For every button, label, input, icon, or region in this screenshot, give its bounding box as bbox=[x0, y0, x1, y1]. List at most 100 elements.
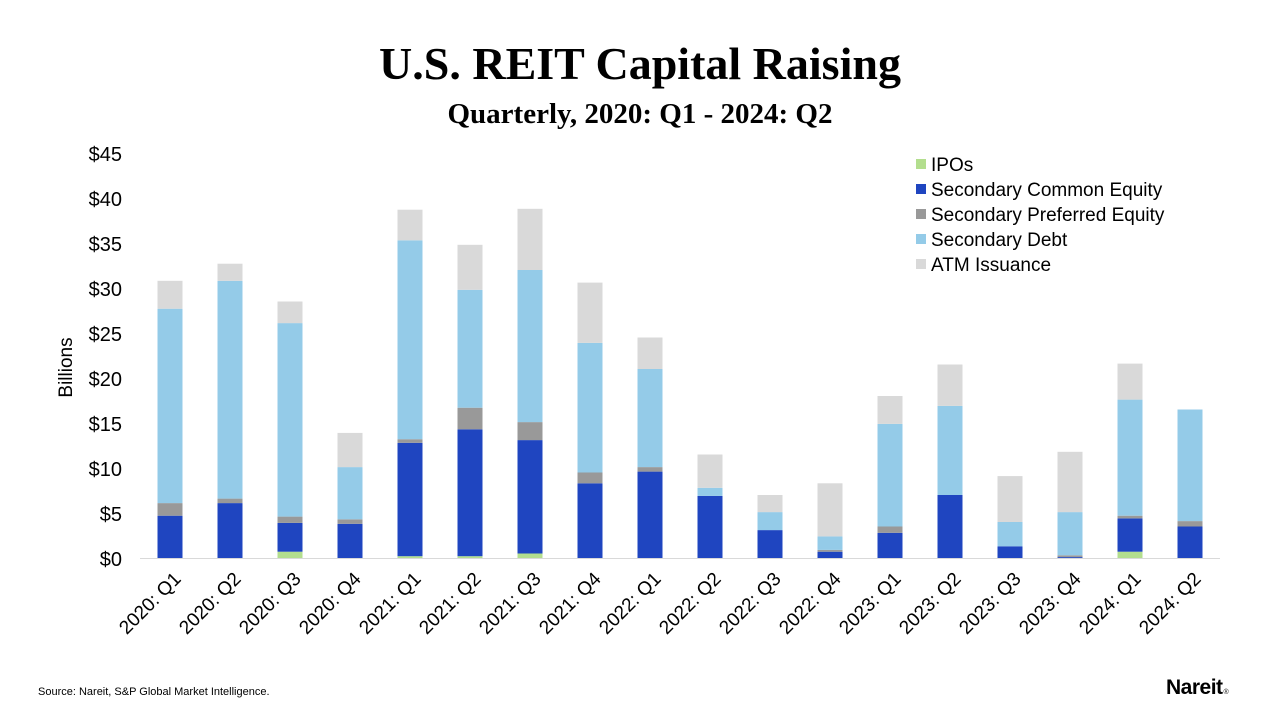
bar-atm-issuance bbox=[697, 454, 723, 488]
bar-ipos bbox=[1117, 551, 1143, 558]
bar-atm-issuance bbox=[1057, 451, 1083, 513]
legend-label: Secondary Debt bbox=[931, 230, 1068, 251]
bar-secondary-debt bbox=[217, 280, 243, 499]
bar-secondary-preferred-equity bbox=[157, 503, 183, 516]
bar-ipos bbox=[277, 551, 303, 558]
chart-subtitle: Quarterly, 2020: Q1 - 2024: Q2 bbox=[447, 98, 833, 130]
bar-secondary-preferred-equity bbox=[1057, 555, 1083, 558]
bar-secondary-preferred-equity bbox=[637, 467, 663, 472]
bar-secondary-debt bbox=[457, 289, 483, 408]
y-tick-label: $15 bbox=[89, 414, 122, 436]
y-tick-label: $0 bbox=[100, 549, 122, 571]
bar-secondary-common-equity bbox=[517, 440, 543, 554]
y-tick-label: $20 bbox=[89, 369, 122, 391]
bar-secondary-preferred-equity bbox=[1117, 515, 1143, 519]
logo-registered-mark: ® bbox=[1223, 689, 1229, 696]
bar-secondary-debt bbox=[1057, 512, 1083, 556]
bar-secondary-debt bbox=[337, 467, 363, 520]
y-tick-label: $30 bbox=[89, 279, 122, 301]
y-tick-label: $40 bbox=[89, 189, 122, 211]
bar-secondary-preferred-equity bbox=[817, 549, 843, 552]
bar-atm-issuance bbox=[817, 483, 843, 537]
bar-secondary-debt bbox=[877, 423, 903, 527]
y-tick-label: $25 bbox=[89, 324, 122, 346]
bar-atm-issuance bbox=[997, 476, 1023, 522]
bar-atm-issuance bbox=[517, 208, 543, 270]
nareit-logo: Nareit® bbox=[1166, 676, 1229, 700]
x-tick-label: 2020: Q3 bbox=[235, 569, 305, 639]
legend-swatch bbox=[916, 259, 926, 269]
bar-secondary-common-equity bbox=[1177, 526, 1203, 558]
logo-text: Nareit bbox=[1166, 676, 1223, 699]
x-tick-label: 2020: Q2 bbox=[175, 569, 245, 639]
bar-atm-issuance bbox=[277, 301, 303, 324]
y-tick-label: $5 bbox=[100, 504, 122, 526]
x-tick-label: 2023: Q1 bbox=[835, 569, 905, 639]
bar-secondary-debt bbox=[577, 342, 603, 473]
bar-atm-issuance bbox=[757, 495, 783, 513]
bar-atm-issuance bbox=[337, 432, 363, 468]
bar-secondary-debt bbox=[817, 536, 843, 550]
legend-swatch bbox=[916, 209, 926, 219]
bar-secondary-preferred-equity bbox=[877, 526, 903, 533]
bar-secondary-common-equity bbox=[457, 429, 483, 557]
bar-secondary-common-equity bbox=[757, 530, 783, 558]
bar-secondary-common-equity bbox=[877, 532, 903, 558]
bar-secondary-preferred-equity bbox=[397, 439, 423, 443]
bar-atm-issuance bbox=[1117, 363, 1143, 400]
bar-atm-issuance bbox=[457, 244, 483, 290]
x-tick-label: 2020: Q4 bbox=[295, 568, 365, 638]
x-tick-label: 2021: Q1 bbox=[355, 569, 425, 639]
x-tick-label: 2020: Q1 bbox=[115, 569, 185, 639]
bar-secondary-preferred-equity bbox=[1177, 521, 1203, 527]
bar-atm-issuance bbox=[637, 337, 663, 369]
bar-secondary-debt bbox=[1177, 409, 1203, 522]
bar-secondary-preferred-equity bbox=[277, 516, 303, 523]
legend-swatch bbox=[916, 159, 926, 169]
chart-title: U.S. REIT Capital Raising bbox=[379, 38, 901, 89]
bar-ipos bbox=[397, 556, 423, 558]
bar-secondary-debt bbox=[1117, 399, 1143, 516]
bar-atm-issuance bbox=[397, 209, 423, 241]
x-tick-label: 2021: Q2 bbox=[415, 569, 485, 639]
bar-secondary-common-equity bbox=[1117, 518, 1143, 552]
bar-secondary-preferred-equity bbox=[217, 498, 243, 504]
bar-secondary-common-equity bbox=[397, 442, 423, 557]
x-tick-label: 2023: Q2 bbox=[895, 569, 965, 639]
bar-secondary-common-equity bbox=[997, 546, 1023, 558]
bar-secondary-common-equity bbox=[277, 522, 303, 552]
bar-secondary-common-equity bbox=[817, 551, 843, 558]
bar-ipos bbox=[457, 556, 483, 558]
bar-secondary-preferred-equity bbox=[457, 407, 483, 430]
bar-secondary-debt bbox=[157, 308, 183, 504]
bar-secondary-preferred-equity bbox=[577, 472, 603, 484]
x-tick-label: 2022: Q3 bbox=[715, 569, 785, 639]
source-note: Source: Nareit, S&P Global Market Intell… bbox=[38, 686, 270, 698]
bar-ipos bbox=[517, 553, 543, 558]
x-tick-label: 2023: Q3 bbox=[955, 569, 1025, 639]
bar-atm-issuance bbox=[877, 396, 903, 424]
bar-secondary-debt bbox=[937, 405, 963, 495]
bar-atm-issuance bbox=[577, 282, 603, 343]
x-tick-label: 2022: Q2 bbox=[655, 569, 725, 639]
bar-secondary-debt bbox=[997, 522, 1023, 547]
legend-label: Secondary Common Equity bbox=[931, 180, 1163, 201]
bar-secondary-common-equity bbox=[217, 503, 243, 558]
y-tick-label: $35 bbox=[89, 234, 122, 256]
bar-secondary-preferred-equity bbox=[337, 519, 363, 524]
y-axis-label: Billions bbox=[56, 337, 77, 397]
bar-secondary-common-equity bbox=[697, 495, 723, 558]
x-tick-label: 2022: Q1 bbox=[595, 569, 665, 639]
bar-atm-issuance bbox=[937, 364, 963, 406]
x-tick-label: 2024: Q2 bbox=[1135, 569, 1205, 639]
bar-secondary-debt bbox=[277, 323, 303, 517]
legend-swatch bbox=[916, 234, 926, 244]
bar-secondary-preferred-equity bbox=[517, 422, 543, 441]
bar-secondary-debt bbox=[397, 240, 423, 440]
bar-secondary-common-equity bbox=[337, 523, 363, 558]
legend-swatch bbox=[916, 184, 926, 194]
bar-secondary-debt bbox=[697, 487, 723, 496]
x-tick-label: 2022: Q4 bbox=[775, 568, 845, 638]
x-tick-label: 2021: Q3 bbox=[475, 569, 545, 639]
